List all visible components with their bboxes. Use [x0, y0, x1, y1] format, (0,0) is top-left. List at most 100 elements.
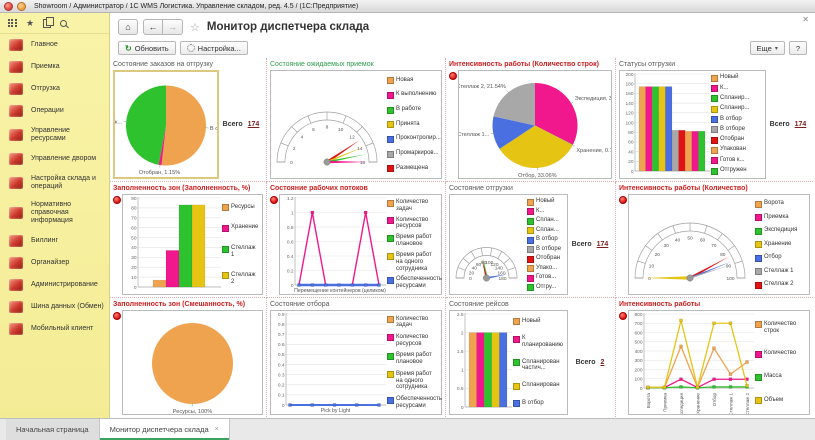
svg-text:160: 160 — [498, 270, 506, 276]
legend-swatch — [387, 106, 394, 114]
refresh-icon: ↻ — [125, 43, 132, 53]
alarm-dot-icon — [113, 196, 121, 204]
sidebar-item-label: Мобильный клиент — [31, 325, 94, 333]
sidebar-item-mobile-client[interactable]: Мобильный клиент — [0, 318, 109, 340]
svg-text:10: 10 — [131, 275, 137, 281]
svg-text:14: 14 — [357, 146, 363, 152]
legend-item: Стеллаж 2 — [222, 272, 260, 285]
tab-home-page[interactable]: Начальная страница — [6, 419, 100, 440]
sidebar-header: ★ — [0, 13, 109, 34]
shipping-state-chart[interactable]: 020406080100120140160180НовыйК...Сплан..… — [449, 194, 568, 295]
svg-text:80: 80 — [131, 206, 137, 212]
trips-state-chart[interactable]: 0 0.5 1 1.5 2 2.5 Новый К планированию Спланиров… — [449, 310, 568, 415]
sidebar-item-yard[interactable]: Управление двором — [0, 148, 109, 170]
work-intensity-chart[interactable]: 0 100 200 300 400 500 600 700 800 Ворота Приемка Эк… — [628, 310, 810, 415]
picking-state-chart[interactable]: 0 0.1 0.2 0.3 0.4 0.5 0.6 0.7 0.8 0.9 Pick by Ligh… — [270, 310, 442, 415]
sidebar-item-main[interactable]: Главное — [0, 34, 109, 56]
legend-swatch — [222, 245, 229, 253]
svg-text:0.5: 0.5 — [278, 352, 285, 358]
legend-swatch — [387, 234, 394, 242]
forward-button[interactable]: → — [163, 19, 183, 35]
sidebar-item-data-bus[interactable]: Шина данных (Обмен) — [0, 296, 109, 318]
search-icon[interactable] — [60, 19, 68, 27]
legend-swatch — [755, 281, 762, 289]
panel-body: 0 10 20 30 40 50 60 70 80 90 Ресурсы Хранение Стелла… — [113, 194, 263, 295]
sidebar-item-billing[interactable]: Биллинг — [0, 230, 109, 252]
work-intensity-count-chart[interactable]: 0 10 20 30 40 50 60 70 80 90 100 Ворота Приемка Экспе… — [628, 194, 810, 295]
shipment-orders-state-chart[interactable]: В отбор... Отобран, 1.15% Отгруж... — [113, 70, 219, 179]
shipping-statuses-chart[interactable]: 0 20 40 60 80 100 120 140 160 180 200 Новый К... Спла… — [619, 70, 766, 179]
legend-swatch — [387, 135, 394, 143]
window-minimize-button[interactable] — [17, 1, 26, 11]
sidebar-item-reference-info[interactable]: Нормативно справочная информация — [0, 196, 109, 230]
receiving-box-icon — [9, 61, 23, 73]
legend-label: Спланирован — [522, 382, 560, 389]
sidebar-item-organizer[interactable]: Органайзер — [0, 252, 109, 274]
tab-bar: Начальная страница Монитор диспетчера скл… — [0, 418, 815, 440]
refresh-button[interactable]: ↻ Обновить — [118, 41, 176, 55]
legend-swatch — [387, 77, 394, 85]
home-button[interactable]: ⌂ — [118, 19, 138, 35]
legend-label: Проконтролир... — [396, 135, 441, 142]
legend-item: Спланир... — [711, 95, 763, 103]
total-link[interactable]: 174 — [794, 121, 807, 128]
window-close-button[interactable] — [4, 1, 13, 11]
legend-item: Масса — [755, 373, 807, 381]
svg-text:1.2: 1.2 — [287, 196, 294, 202]
legend-swatch — [711, 74, 718, 82]
svg-text:100: 100 — [634, 377, 642, 383]
sidebar-item-label: Главное — [31, 40, 58, 48]
clipboard-icon — [9, 105, 23, 117]
sidebar-item-administration[interactable]: Администрирование — [0, 274, 109, 296]
zones-mixedness-chart[interactable]: Ресурсы, 100% — [122, 310, 263, 415]
favorites-star-icon[interactable]: ★ — [26, 17, 35, 28]
legend-item: Спланир... — [711, 105, 763, 113]
chart-legend: Новый К планированию Спланирован частич...… — [513, 311, 567, 414]
legend-swatch — [527, 274, 534, 282]
settings-button[interactable]: Настройка... — [179, 41, 248, 55]
legend-item: Обеспеченность ресурсами — [387, 276, 443, 290]
panel-body: 0 2 4 6 8 10 12 14 16 Новая К выполнению В работе Пр… — [270, 70, 442, 179]
close-form-icon[interactable]: ✕ — [802, 15, 809, 24]
svg-text:12: 12 — [349, 135, 355, 141]
worker-icon — [9, 129, 23, 142]
panel-body: Ресурсы, 100% — [113, 310, 263, 415]
favorite-star-icon[interactable]: ☆ — [190, 21, 200, 34]
sidebar-item-operations[interactable]: Операции — [0, 100, 109, 122]
sidebar-item-warehouse-settings[interactable]: Настройка склада и операций — [0, 170, 109, 196]
svg-text:0.1: 0.1 — [278, 393, 285, 399]
panel-title: Состояние ожидаемых приемок — [270, 61, 374, 68]
sidebar-item-shipping[interactable]: Отгрузка — [0, 78, 109, 100]
total-link[interactable]: 2 — [600, 359, 605, 366]
total-link[interactable]: 174 — [596, 241, 609, 248]
svg-text:0: 0 — [631, 169, 634, 175]
work-intensity-rows-chart[interactable]: Экспедиция, 3... Хранение, 0.15% Отбор, 33… — [458, 70, 612, 179]
shelves-icon — [9, 177, 23, 190]
history-icon[interactable] — [43, 16, 55, 28]
sidebar-item-receiving[interactable]: Приемка — [0, 56, 109, 78]
legend-label: Спланир... — [720, 94, 750, 101]
svg-text:50: 50 — [687, 235, 693, 241]
tab-dispatcher-monitor[interactable]: Монитор диспетчера склада × — [99, 419, 230, 440]
legend-label: В отборе — [720, 125, 746, 132]
panel-title: Заполненность зон (Заполненность, %) — [113, 185, 251, 192]
more-button[interactable]: Еще ▾ — [749, 41, 785, 55]
svg-text:20: 20 — [131, 265, 137, 271]
legend-label: Обеспеченность ресурсами — [396, 276, 443, 290]
zones-fullness-chart[interactable]: 0 10 20 30 40 50 60 70 80 90 Ресурсы Хранение Стелла… — [122, 194, 263, 295]
workflows-state-chart[interactable]: 0 0.2 0.4 0.6 0.8 1 1.2 Перемещение контейнеров… — [279, 194, 442, 295]
tab-close-icon[interactable]: × — [214, 426, 219, 433]
total-link[interactable]: 174 — [247, 121, 260, 128]
help-button[interactable]: ? — [788, 41, 807, 55]
legend-label: Количество — [764, 350, 797, 357]
svg-text:180: 180 — [625, 82, 633, 88]
expected-receipts-state-chart[interactable]: 0 2 4 6 8 10 12 14 16 Новая К выполнению В работе Пр… — [270, 70, 442, 179]
svg-text:4: 4 — [301, 135, 304, 141]
svg-text:Ворота: Ворота — [646, 393, 651, 409]
window-title: Showroom / Администратор / 1С WMS Логист… — [34, 2, 359, 10]
back-button[interactable]: ← — [143, 19, 163, 35]
sidebar-item-resources[interactable]: Управление ресурсами — [0, 122, 109, 148]
menu-grid-icon[interactable] — [8, 18, 17, 28]
legend-swatch — [513, 318, 520, 326]
legend-item: Количество задач — [387, 199, 439, 212]
